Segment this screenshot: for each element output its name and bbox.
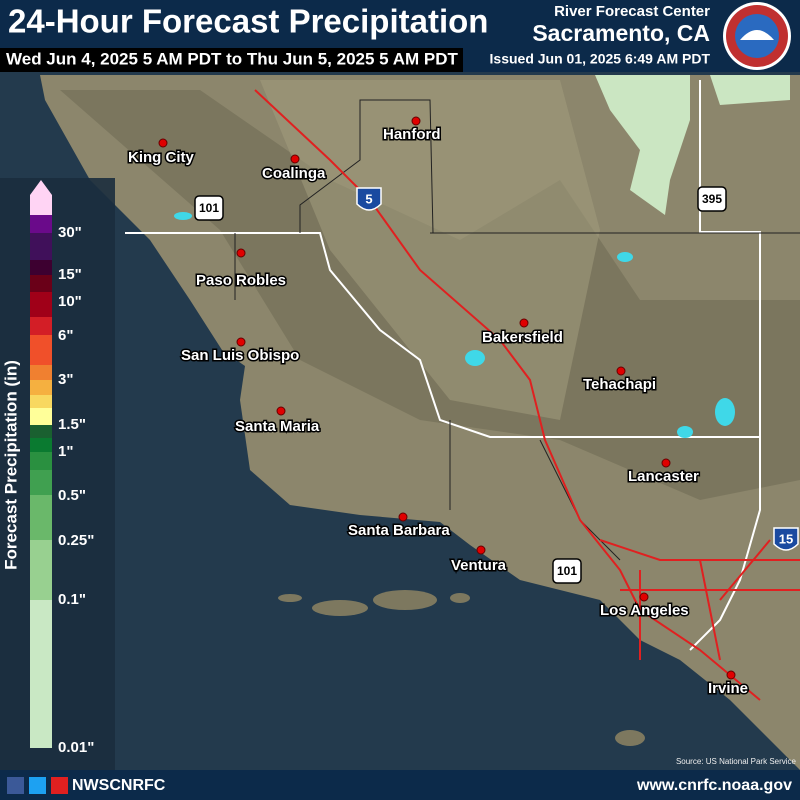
legend-band [30,408,52,425]
legend-band [30,335,52,365]
city-label: Hanford [383,126,441,143]
legend-bg [0,178,115,770]
legend-label: 0.01" [58,739,94,756]
legend-band [30,540,52,600]
legend-label: 6" [58,327,73,344]
twitter-icon[interactable] [29,777,46,794]
title: 24-Hour Forecast Precipitation [8,3,488,40]
city-label: Santa Maria [235,418,320,435]
city-dot [616,366,626,376]
interstate-shield [356,187,382,211]
legend-label: 3" [58,371,73,388]
snow-area [595,75,690,215]
city-dot [476,545,486,555]
legend-band [30,275,52,292]
legend-band [30,380,52,395]
facebook-icon[interactable] [7,777,24,794]
interstate-shield [773,527,799,551]
valley [260,80,600,420]
city-label: King City [128,149,194,166]
city-dot [236,337,246,347]
city-label: Santa Barbara [348,522,450,539]
city-label: Irvine [708,680,748,697]
legend-band [30,600,52,748]
legend-band [30,438,52,452]
snow-area [710,75,790,105]
legend-label: 30" [58,224,82,241]
shield-label: 395 [702,192,722,206]
legend-label: 0.1" [58,591,86,608]
legend-label: 15" [58,266,82,283]
legend-band [30,215,52,233]
location: Sacramento, CA [532,20,710,46]
city-label: Lancaster [628,468,699,485]
legend-band [30,425,52,438]
legend-label: 10" [58,293,82,310]
lakes [174,212,735,438]
cities: King City Coalinga Hanford Paso Robles San L… [127,116,750,698]
us-shield [552,558,582,584]
city-label: San Luis Obispo [181,347,299,364]
us-shield [697,186,727,212]
city-label: Tehachapi [583,376,656,393]
legend-band [30,317,52,335]
legend-label: 1" [58,443,73,460]
legend-label: 1.5" [58,416,86,433]
legend-label: 0.25" [58,532,94,549]
credit: Source: US National Park Service [676,757,797,766]
legend-band [30,495,52,540]
issued: Issued Jun 01, 2025 6:49 AM PDT [490,51,711,67]
shield-label: 101 [199,201,219,215]
legend-title: Forecast Precipitation (in) [1,360,20,570]
website[interactable]: www.cnrfc.noaa.gov [636,777,792,794]
legend-band [30,260,52,275]
shield-label: 5 [365,191,372,206]
youtube-icon[interactable] [51,777,68,794]
city-dot [726,670,736,680]
social-handle[interactable]: NWSCNRFC [72,777,166,794]
nws-logo [723,2,791,70]
shield-label: 101 [557,564,577,578]
period-bg [0,48,463,72]
highway-shields: 5 101 395 101 15 [194,186,799,584]
city-label: Paso Robles [196,272,286,289]
land [40,75,800,770]
footer-bg [0,770,800,800]
legend: 30" 15" 10" 6" 3" 1.5" 1" 0.5" 0.25" 0.1" 0.01" [30,180,94,756]
period: Wed Jun 4, 2025 5 AM PDT to Thu Jun 5, 2… [6,49,458,68]
city-label: Ventura [451,557,507,574]
islands [278,590,645,746]
boundaries [125,80,761,651]
legend-band [30,365,52,380]
city-dot [639,592,649,602]
legend-band [30,395,52,408]
legend-band [30,292,52,317]
legend-band [30,233,52,260]
city-dot [398,512,408,522]
shield-label: 15 [779,531,793,546]
legend-band [30,470,52,495]
city-dot [411,116,421,126]
legend-arrow [30,180,52,215]
agency: River Forecast Center [554,3,710,20]
city-dot [290,154,300,164]
city-dot [276,406,286,416]
highways [254,89,800,701]
legend-band [30,452,52,470]
city-label: Coalinga [262,165,326,182]
city-dot [236,248,246,258]
us-shield [194,195,224,221]
city-label: Los Angeles [600,602,689,619]
city-dot [158,138,168,148]
city-dot [661,458,671,468]
legend-label: 0.5" [58,487,86,504]
city-dot [519,318,529,328]
city-label: Bakersfield [482,329,563,346]
